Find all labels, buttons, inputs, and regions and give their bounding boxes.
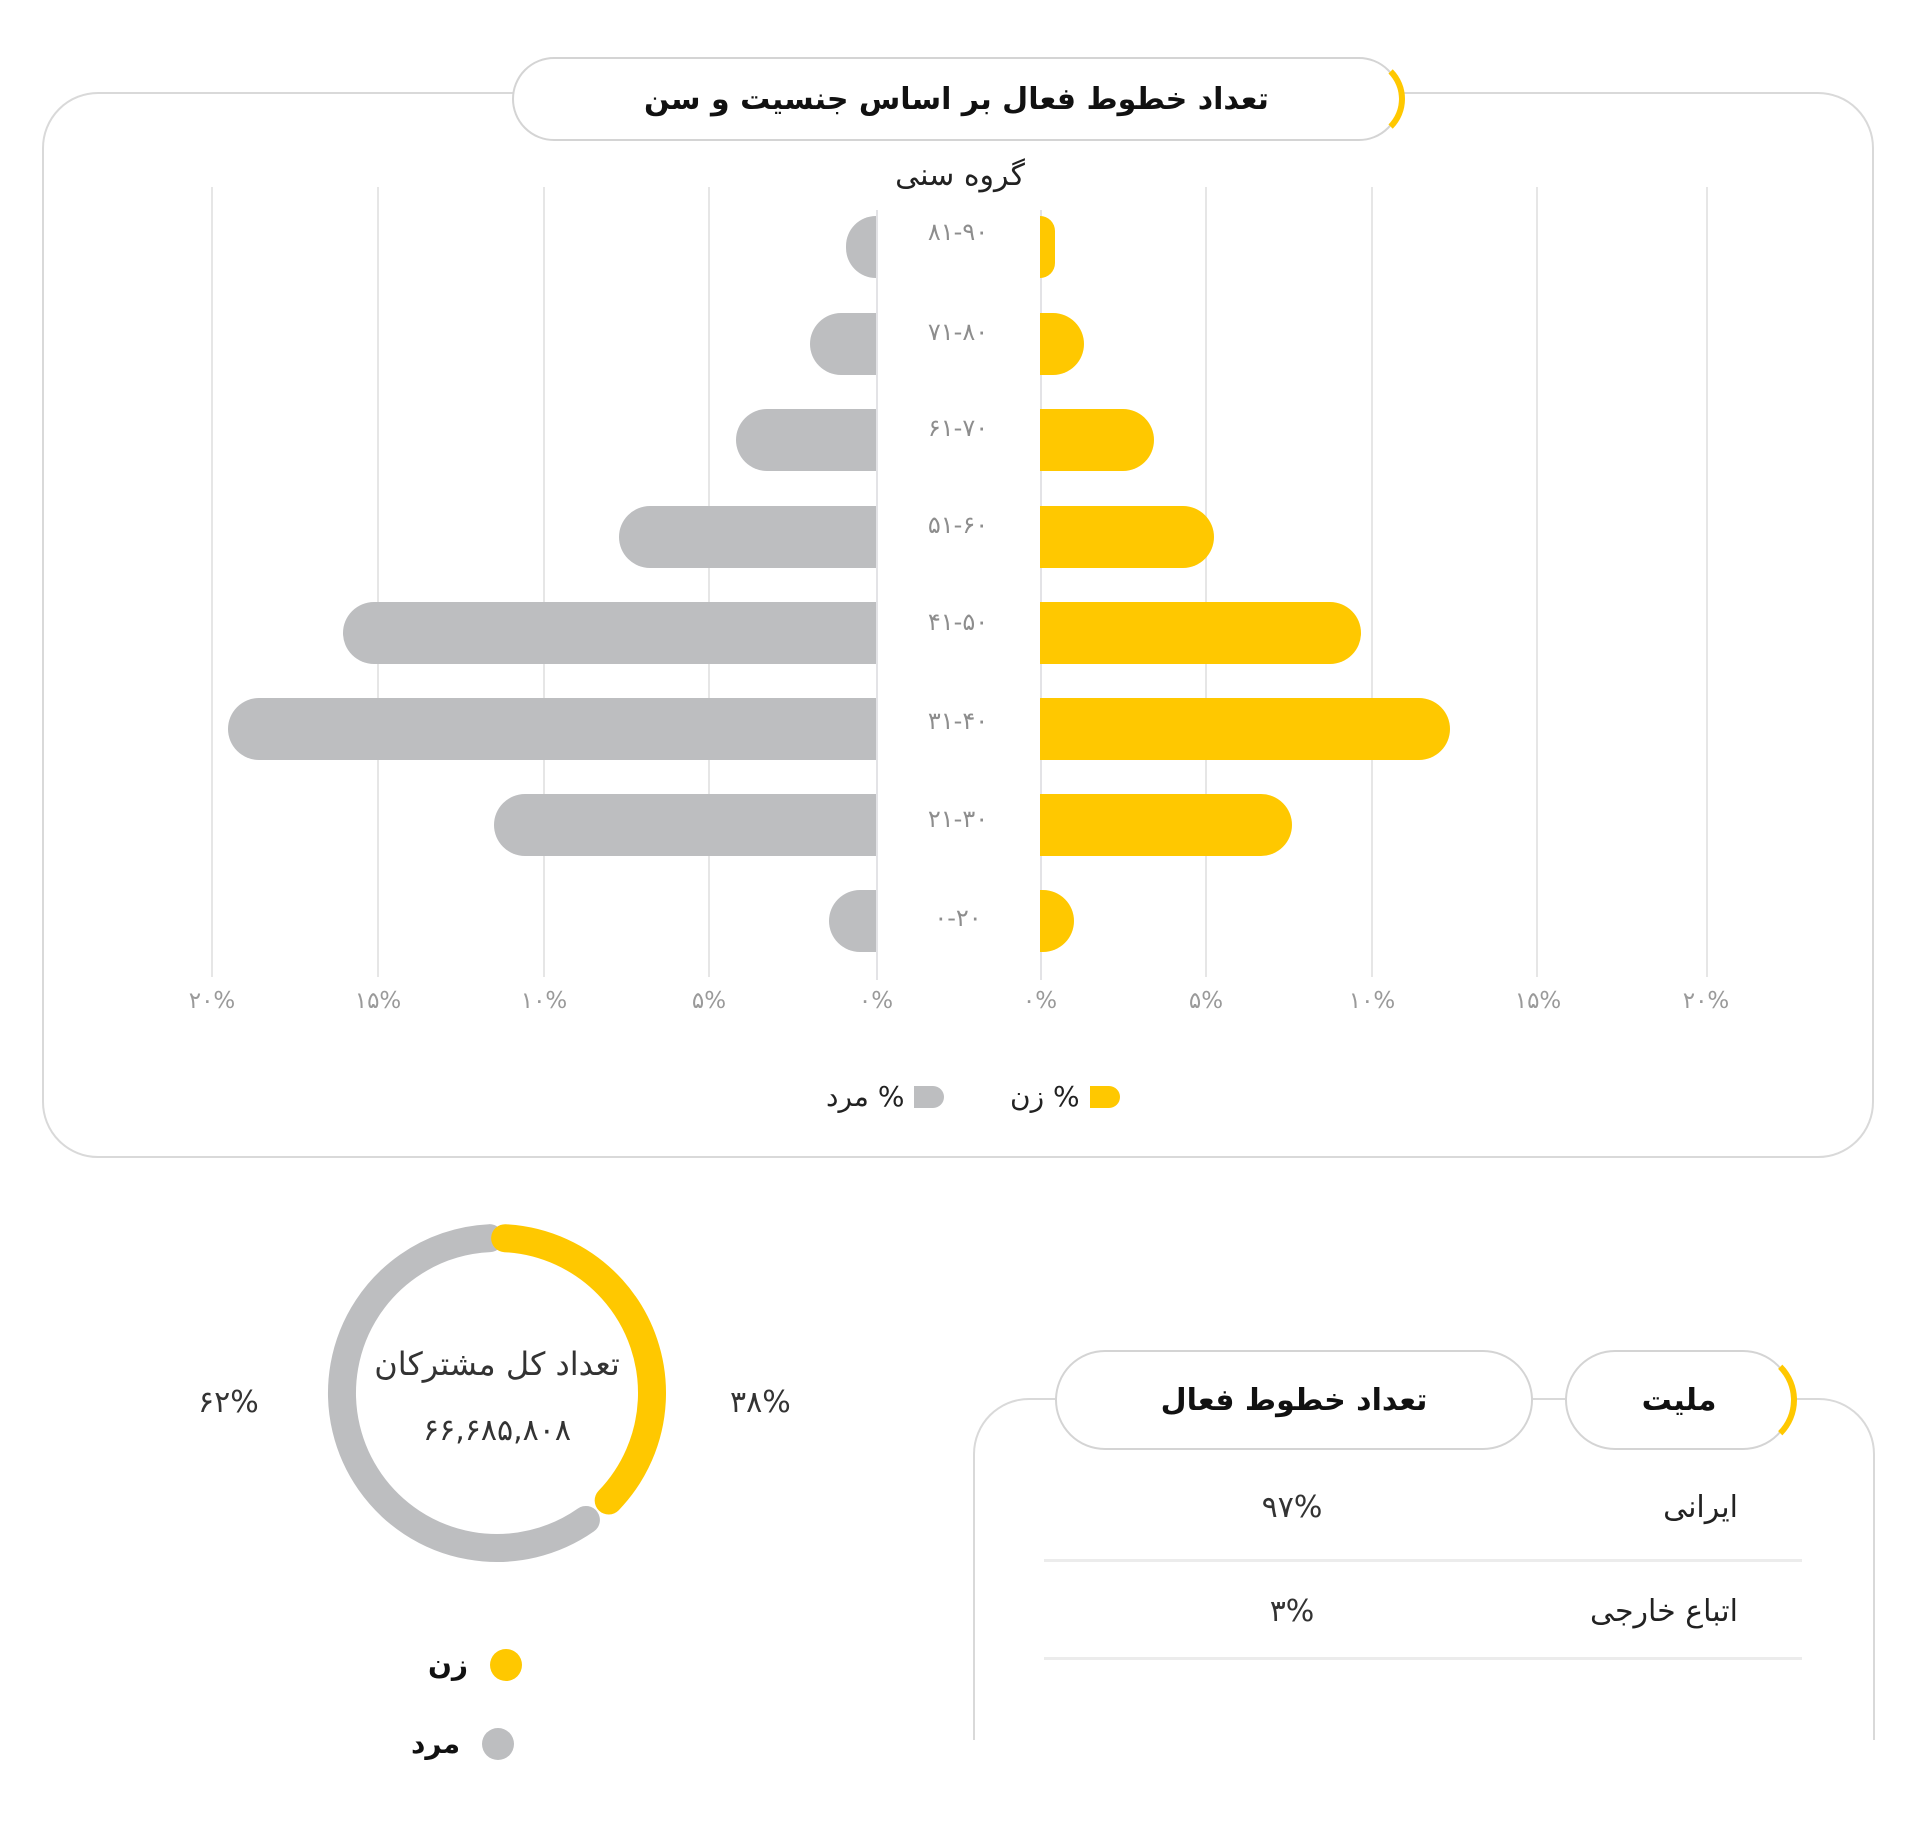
female-bar-31-40[interactable]: [1040, 698, 1450, 760]
gridline-right-20: [1706, 187, 1708, 977]
legend-female[interactable]: % زن: [1010, 1080, 1120, 1113]
gridline-right-10: [1371, 187, 1373, 977]
age-label: ۳۱-۴۰: [927, 707, 989, 735]
age-label: ۷۱-۸۰: [927, 318, 989, 346]
tick-label: ۱۵%: [354, 988, 402, 1014]
header-nationality-pill: ملیت: [1565, 1350, 1797, 1450]
donut-legend-male[interactable]: مرد: [411, 1727, 515, 1760]
female-bar-21-30[interactable]: [1040, 794, 1292, 856]
male-swatch-icon: [914, 1085, 945, 1108]
age-label-column: [876, 210, 1042, 980]
male-dot-icon: [482, 1727, 515, 1760]
female-dot-icon: [490, 1648, 523, 1681]
age-label: ۰-۲۰: [934, 904, 982, 932]
legend-female-label: % زن: [1010, 1080, 1080, 1113]
donut-female-arc: [328, 1224, 666, 1562]
gridline-left-10: [543, 187, 545, 977]
male-bar-71-80[interactable]: [810, 313, 876, 375]
tick-label: ۱۵%: [1514, 988, 1562, 1014]
tick-label: ۲۰%: [188, 988, 236, 1014]
female-bar-81-90[interactable]: [1040, 216, 1055, 278]
gridline-left-15: [377, 187, 379, 977]
table-row-label: ایرانی: [1663, 1490, 1738, 1525]
table-row-value: ۹۷%: [1261, 1490, 1323, 1525]
male-bar-51-60[interactable]: [619, 506, 876, 568]
male-bar-31-40[interactable]: [228, 698, 876, 760]
donut-center-label: تعداد کل مشترکان: [374, 1345, 620, 1383]
male-bar-21-30[interactable]: [494, 794, 876, 856]
female-swatch-icon: [1089, 1085, 1120, 1108]
pyramid-title: تعداد خطوط فعال بر اساس جنسیت و سن: [644, 81, 1269, 117]
age-label: ۶۱-۷۰: [927, 414, 989, 442]
pill-accent-arc-icon: [1747, 1350, 1797, 1450]
legend-male-label: % مرد: [826, 1080, 905, 1113]
tick-label: ۱۰%: [520, 988, 568, 1014]
table-row-value: ۳%: [1269, 1594, 1315, 1629]
donut-male-percent: ۶۲%: [198, 1385, 259, 1420]
tick-label: ۰%: [858, 988, 894, 1014]
donut-total-value: ۶۶,۶۸۵,۸۰۸: [423, 1413, 571, 1448]
male-bar-0-20[interactable]: [829, 890, 876, 952]
female-bar-41-50[interactable]: [1040, 602, 1361, 664]
table-divider: [1044, 1559, 1802, 1562]
gridline-right-15: [1536, 187, 1538, 977]
donut-legend-female[interactable]: زن: [428, 1648, 523, 1681]
male-bar-41-50[interactable]: [343, 602, 876, 664]
table-divider: [1044, 1657, 1802, 1660]
gridline-left-20: [211, 187, 213, 977]
female-bar-51-60[interactable]: [1040, 506, 1214, 568]
donut-female-percent: ۳۸%: [730, 1385, 791, 1420]
tick-label: ۰%: [1022, 988, 1058, 1014]
donut-male-arc: [328, 1224, 666, 1562]
donut-legend-female-label: زن: [428, 1648, 469, 1681]
subscribers-donut-chart: [328, 1224, 666, 1562]
age-label: ۴۱-۵۰: [927, 608, 989, 636]
age-group-axis-title: گروه سنی: [895, 158, 1025, 193]
male-bar-61-70[interactable]: [736, 409, 876, 471]
tick-label: ۱۰%: [1348, 988, 1396, 1014]
age-label: ۲۱-۳۰: [927, 805, 989, 833]
female-bar-61-70[interactable]: [1040, 409, 1154, 471]
pill-accent-arc-icon: [1361, 57, 1405, 141]
tick-label: ۵%: [691, 988, 727, 1014]
age-label: ۸۱-۹۰: [927, 218, 989, 246]
tick-label: ۵%: [1188, 988, 1224, 1014]
header-nationality: ملیت: [1641, 1382, 1717, 1418]
header-active-lines-pill: تعداد خطوط فعال: [1055, 1350, 1533, 1450]
gridline-left-5: [708, 187, 710, 977]
legend-male[interactable]: % مرد: [826, 1080, 945, 1113]
donut-legend-male-label: مرد: [411, 1727, 461, 1760]
gridline-right-5: [1205, 187, 1207, 977]
table-row-label: اتباع خارجی: [1589, 1594, 1738, 1629]
tick-label: ۲۰%: [1682, 988, 1730, 1014]
age-label: ۵۱-۶۰: [927, 511, 989, 539]
header-active-lines: تعداد خطوط فعال: [1160, 1382, 1428, 1418]
pyramid-title-pill: تعداد خطوط فعال بر اساس جنسیت و سن: [512, 57, 1405, 141]
